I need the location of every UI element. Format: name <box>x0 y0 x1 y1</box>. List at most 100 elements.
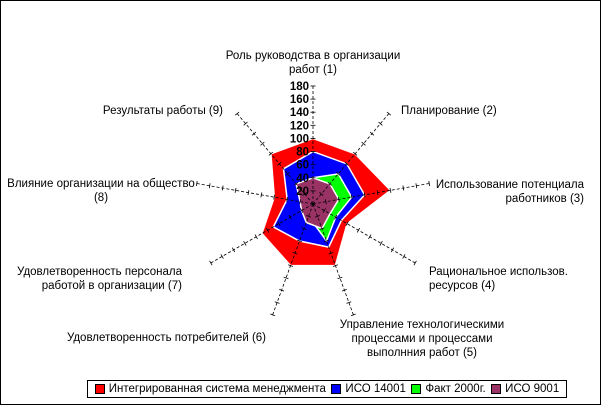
category-label: (8) <box>94 192 108 204</box>
legend-label: Факт 2000г. <box>425 383 486 395</box>
axis-tick <box>345 221 349 227</box>
legend-item: ИСО 14001 <box>331 383 406 395</box>
axis-tick <box>299 199 301 205</box>
legend-label: ИСО 14001 <box>345 383 406 395</box>
axis-tick <box>254 234 258 240</box>
tick-label: 80 <box>296 147 309 159</box>
axis-tick <box>389 187 392 193</box>
category-label: процессами и процессами <box>351 333 492 345</box>
axis-tick <box>325 199 327 205</box>
axis-tick <box>208 183 211 189</box>
axis-tick <box>350 313 356 317</box>
axis-tick <box>390 247 395 253</box>
legend-swatch-iso9001 <box>491 384 502 394</box>
axis-tick <box>265 227 270 233</box>
category-label: работников (3) <box>506 193 585 205</box>
axis-tick <box>301 227 307 230</box>
axis-tick <box>327 181 333 186</box>
axis-tick <box>288 214 292 220</box>
axis-tick <box>268 151 274 156</box>
category-label: Удовлетворенность персонала <box>17 266 183 278</box>
axis-tick <box>209 260 213 266</box>
axis-tick <box>386 111 392 116</box>
axis-tick <box>415 183 418 189</box>
axis-tick <box>336 171 341 176</box>
radial-axes <box>196 85 430 317</box>
axis-tick <box>300 208 304 213</box>
axis-tick <box>306 215 312 218</box>
axis-tick <box>350 194 353 200</box>
axis-tick <box>260 141 265 146</box>
axis-tick <box>334 214 338 220</box>
legend-swatch-ism <box>94 384 105 394</box>
axis-tick <box>346 301 352 304</box>
category-label: Управление технологическими <box>340 319 504 331</box>
axis-tick <box>270 313 276 317</box>
axis-tick <box>402 254 406 259</box>
axis-tick <box>368 234 372 240</box>
axis-tick <box>323 239 329 243</box>
category-label: Влияние организации на общество <box>7 178 195 190</box>
axis-tick <box>302 191 307 196</box>
axis-tick <box>378 121 383 126</box>
legend: Интегрированная система менеджмента ИСО … <box>87 380 567 398</box>
axis-tick <box>285 171 290 176</box>
tick-label: 40 <box>296 173 309 185</box>
tick-label: 100 <box>290 133 309 145</box>
legend-label: ИСО 9001 <box>505 383 560 395</box>
axis-tick <box>243 121 248 126</box>
axis-tick <box>352 151 358 156</box>
category-label: ресурсов (4) <box>429 280 495 292</box>
tick-label: 20 <box>296 186 309 198</box>
axis-tick <box>277 161 282 166</box>
axis-tick <box>251 131 257 136</box>
category-label: Рациональное использов. <box>429 266 568 278</box>
axis-tick <box>283 276 289 280</box>
axis-tick <box>274 301 280 304</box>
axis-tick <box>273 194 276 200</box>
axis-tick <box>337 276 343 280</box>
axis-tick <box>402 185 405 191</box>
category-label: работ (1) <box>289 64 337 76</box>
axis-tick <box>319 191 324 196</box>
axis-tick <box>234 187 237 193</box>
axis-tick <box>428 180 430 187</box>
axis-tick <box>413 260 417 266</box>
axis-tick <box>221 185 224 191</box>
axis-tick <box>344 161 349 166</box>
category-label: Планирование (2) <box>401 105 497 117</box>
axis-tick <box>341 289 347 292</box>
tick-label: 180 <box>290 81 309 93</box>
axis-tick <box>361 141 366 146</box>
axis-tick <box>356 227 361 233</box>
axis-tick <box>220 254 224 259</box>
legend-label: Интегрированная система менеджмента <box>108 383 326 395</box>
legend-swatch-fact2000 <box>411 384 422 394</box>
axis-tick <box>338 196 340 202</box>
legend-item: ИСО 9001 <box>491 383 559 395</box>
axis-tick <box>234 111 240 116</box>
axis-tick <box>379 240 383 246</box>
axis-tick <box>277 221 281 227</box>
axis-tick <box>319 227 325 230</box>
axis-tick <box>369 131 375 136</box>
axis-tick <box>279 289 285 292</box>
category-label: Роль руководства в организации <box>226 50 401 62</box>
axis-tick <box>363 192 366 198</box>
category-label: Использование потенциала <box>436 179 585 191</box>
axis-tick <box>231 247 236 253</box>
axis-tick <box>260 192 263 198</box>
category-label: Удовлетворенность потребителей (6) <box>67 332 266 344</box>
axis-tick <box>243 240 247 246</box>
axis-tick <box>376 190 379 196</box>
axis-tick <box>297 239 303 243</box>
category-label: работой в организации (7) <box>42 280 182 292</box>
tick-label: 160 <box>290 94 309 106</box>
axis-tick <box>332 264 338 267</box>
tick-label: 120 <box>290 120 309 132</box>
legend-swatch-iso14001 <box>331 384 342 394</box>
axis-tick <box>292 252 298 255</box>
